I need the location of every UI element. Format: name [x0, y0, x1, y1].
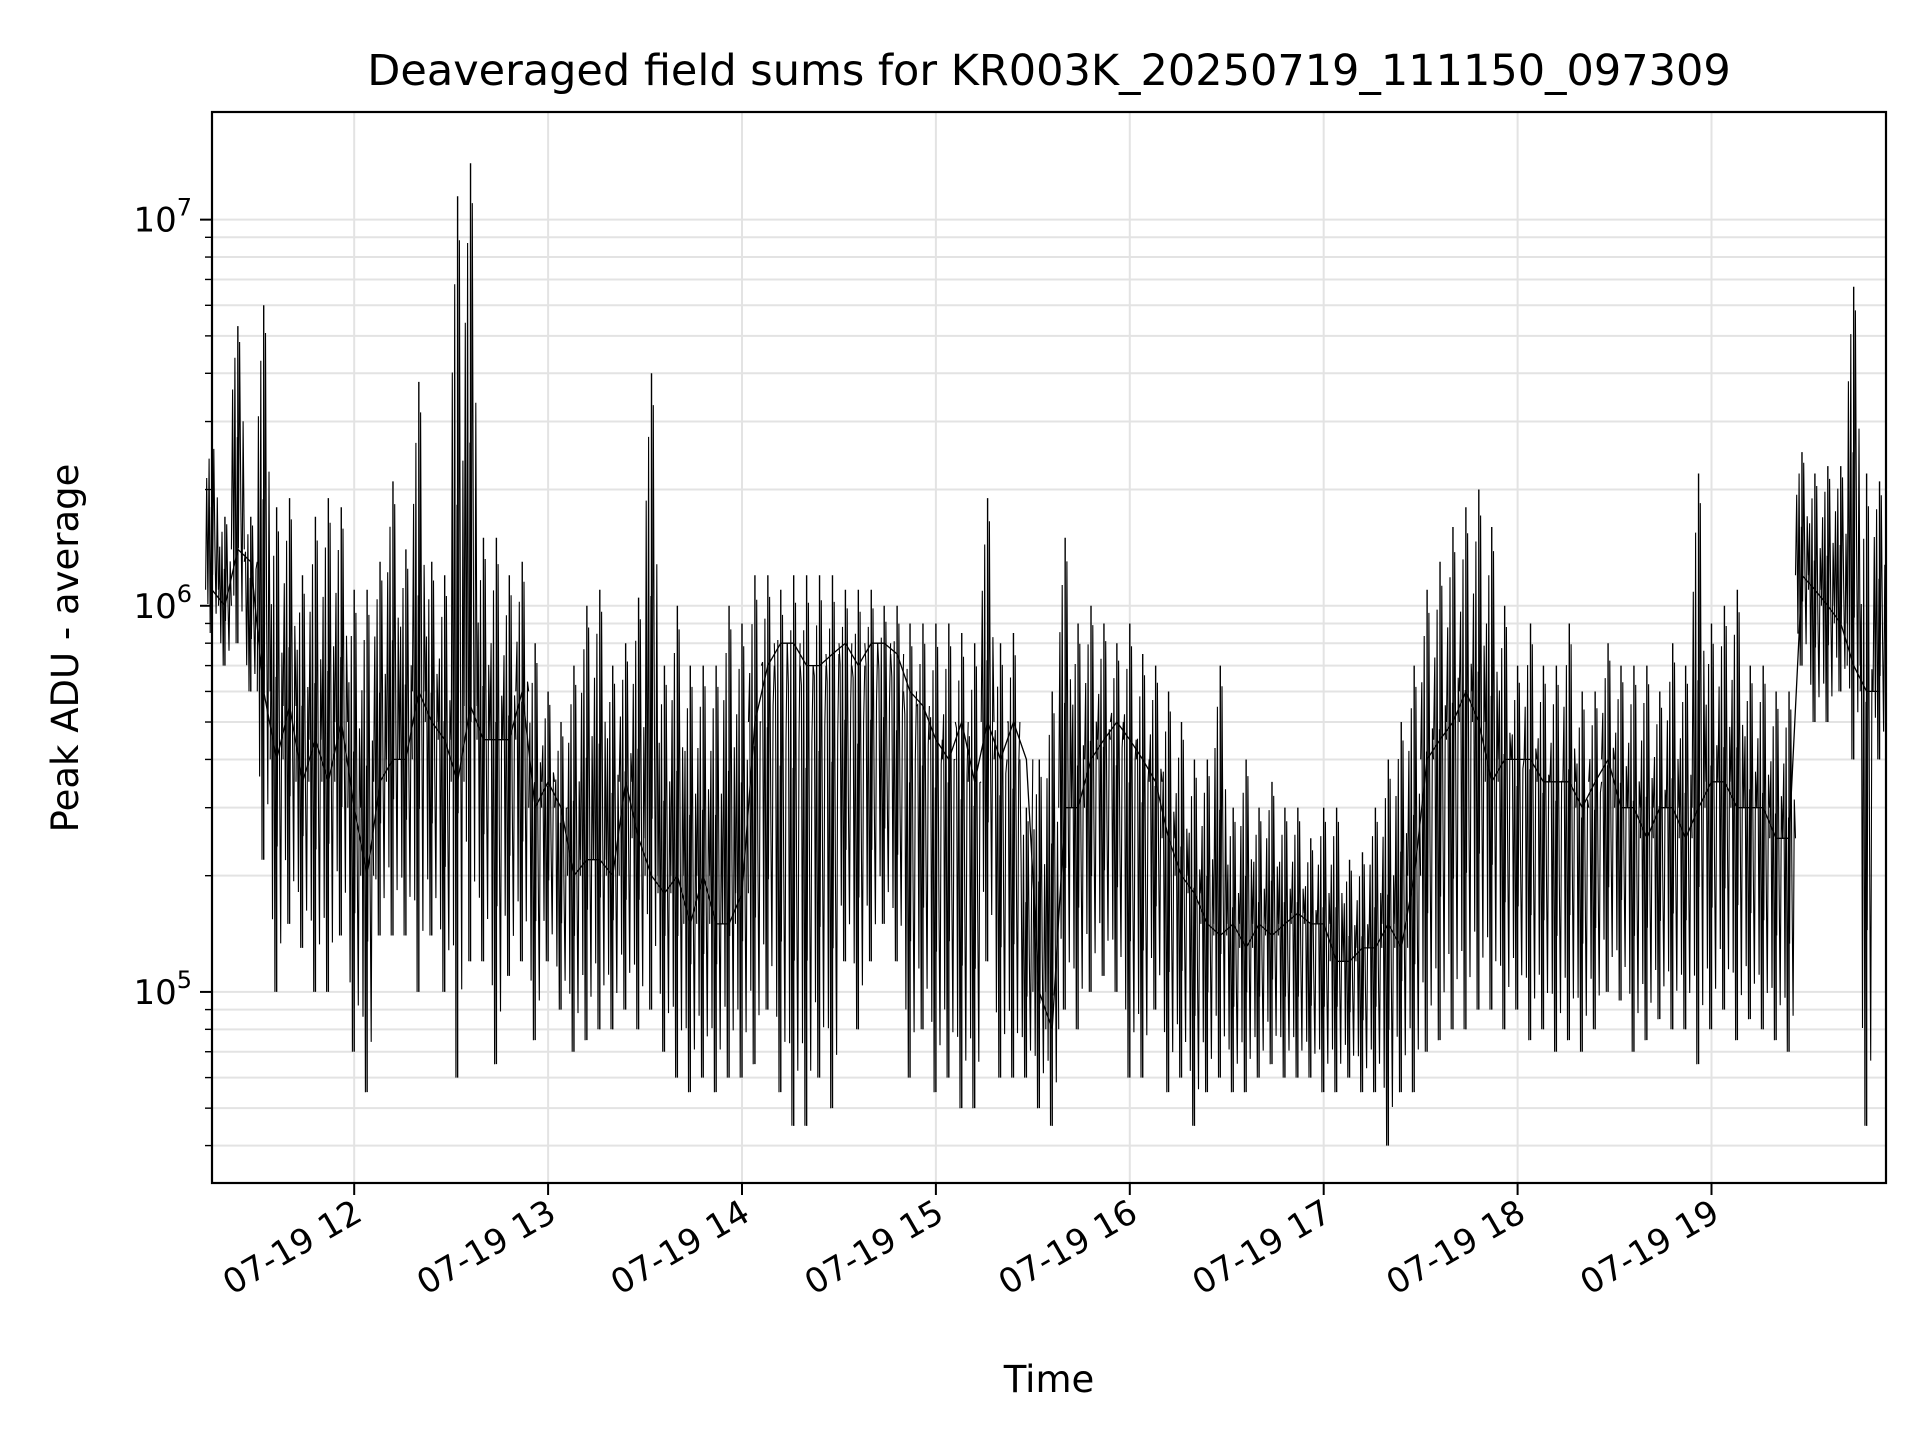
- y-axis-label: Peak ADU - average: [44, 464, 87, 833]
- y-tick-base: 10: [133, 201, 176, 241]
- y-tick-label: 105: [133, 966, 192, 1013]
- chart-title: Deaveraged field sums for KR003K_2025071…: [367, 46, 1730, 96]
- y-tick-exponent: 7: [177, 194, 192, 222]
- y-tick-label: 107: [133, 194, 192, 241]
- data-series: [205, 163, 1887, 1146]
- y-tick-base: 10: [133, 973, 176, 1013]
- y-tick-exponent: 5: [177, 966, 192, 994]
- plot-area-frame: [210, 110, 1888, 1185]
- y-tick-base: 10: [133, 587, 176, 627]
- y-tick-label: 106: [133, 580, 192, 627]
- y-tick-exponent: 6: [177, 580, 192, 608]
- x-axis-label: Time: [1003, 1358, 1095, 1401]
